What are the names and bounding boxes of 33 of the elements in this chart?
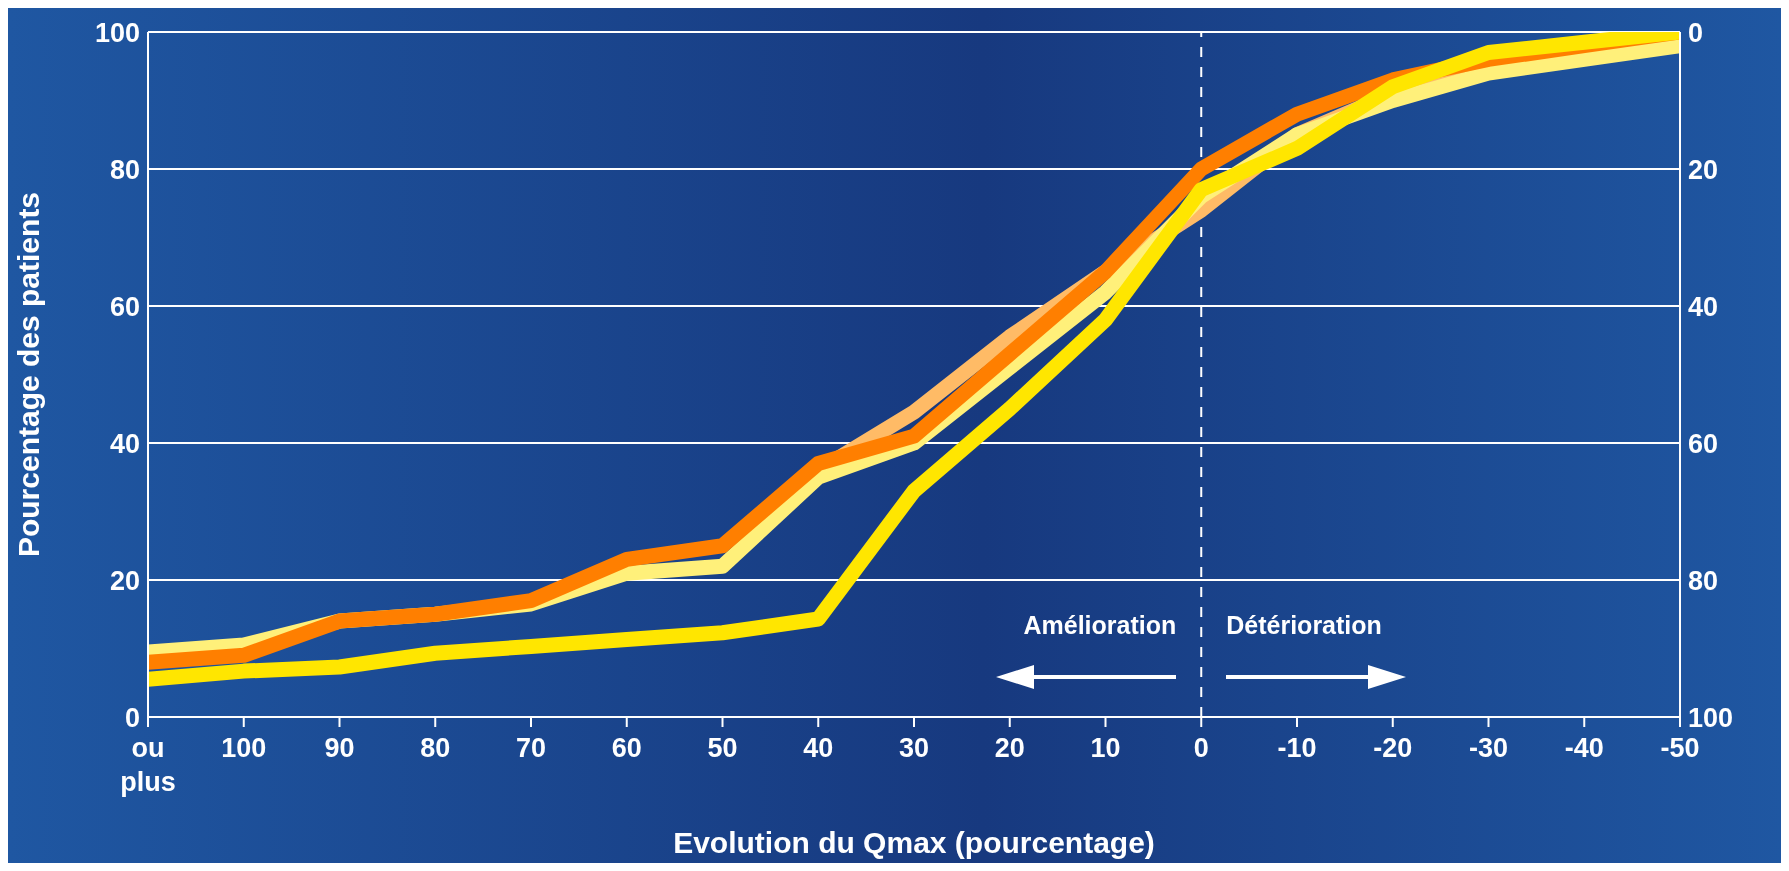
y2-tick-label: 40 xyxy=(1688,291,1719,322)
y2-tick-label: 20 xyxy=(1688,154,1719,185)
y2-tick-label: 0 xyxy=(1688,17,1704,48)
x-tick-label: -50 xyxy=(1660,733,1700,763)
annotation: Détérioration xyxy=(1226,611,1382,640)
y2-tick-label: 60 xyxy=(1688,428,1719,459)
y2-tick-label: 80 xyxy=(1688,565,1719,596)
y-tick-label: 0 xyxy=(124,702,140,733)
x-tick-label: 10 xyxy=(1090,733,1121,763)
y-tick-label: 60 xyxy=(109,291,140,322)
x-tick-label: -30 xyxy=(1468,733,1509,763)
x-tick-label: 0 xyxy=(1193,733,1209,763)
y-tick-label: 80 xyxy=(109,154,140,185)
x-tick-label: 20 xyxy=(994,733,1025,763)
y-axis-title: Pourcentage des patients xyxy=(11,191,45,558)
y-tick-label: 100 xyxy=(94,17,140,48)
x-tick-label: 80 xyxy=(420,733,451,763)
x-tick-label: 70 xyxy=(515,733,547,763)
annotation: Amélioration xyxy=(1022,611,1177,640)
x-tick-label: 50 xyxy=(707,733,738,763)
x-tick-label: ou plus xyxy=(120,733,176,797)
y-tick-label: 40 xyxy=(109,428,140,459)
x-tick-label: -20 xyxy=(1373,733,1413,763)
x-tick-label: 40 xyxy=(803,733,834,763)
x-tick-label: 30 xyxy=(898,733,930,763)
x-axis-title: Evolution du Qmax (pourcentage) xyxy=(673,826,1155,859)
y2-tick-label: 100 xyxy=(1688,702,1734,733)
x-tick-label: -10 xyxy=(1277,733,1317,763)
x-tick-label: 60 xyxy=(611,733,642,763)
x-tick-label: 90 xyxy=(324,733,355,763)
x-tick-label: 100 xyxy=(221,733,267,763)
y-tick-label: 20 xyxy=(109,565,140,596)
x-tick-label: -40 xyxy=(1564,733,1604,763)
